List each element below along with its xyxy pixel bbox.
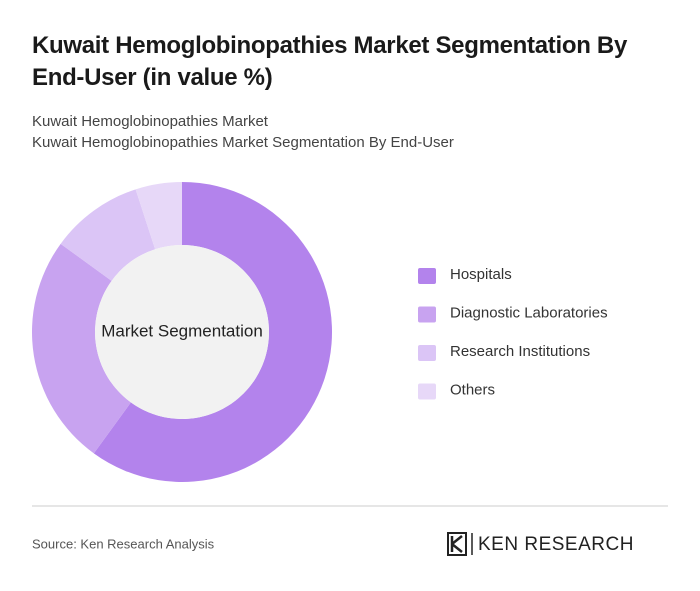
legend-swatch [418, 345, 436, 361]
donut-slice [93, 182, 332, 482]
legend-label: Others [450, 381, 495, 398]
logo-icon [447, 532, 473, 556]
subtitle: Kuwait Hemoglobinopathies Market [32, 113, 268, 130]
legend-label: Research Institutions [450, 343, 590, 360]
chart-title: Kuwait Hemoglobinopathies Market Segment… [32, 32, 628, 91]
donut-hole [95, 245, 269, 419]
donut-slice [135, 182, 182, 250]
source: Source: Ken Research Analysis [32, 536, 215, 551]
legend-swatch [418, 306, 436, 323]
legend-label: Hospitals [450, 266, 512, 283]
legend-swatch [418, 268, 436, 284]
legend-swatch [418, 383, 436, 400]
donut-slice [60, 189, 156, 281]
logo-text: KEN RESEARCH [478, 534, 634, 555]
center-label: Market Segmentation [101, 321, 263, 340]
subtitle: Kuwait Hemoglobinopathies Market Segment… [32, 134, 454, 151]
donut-slice [32, 243, 131, 454]
legend-label: Diagnostic Laboratories [450, 304, 608, 321]
